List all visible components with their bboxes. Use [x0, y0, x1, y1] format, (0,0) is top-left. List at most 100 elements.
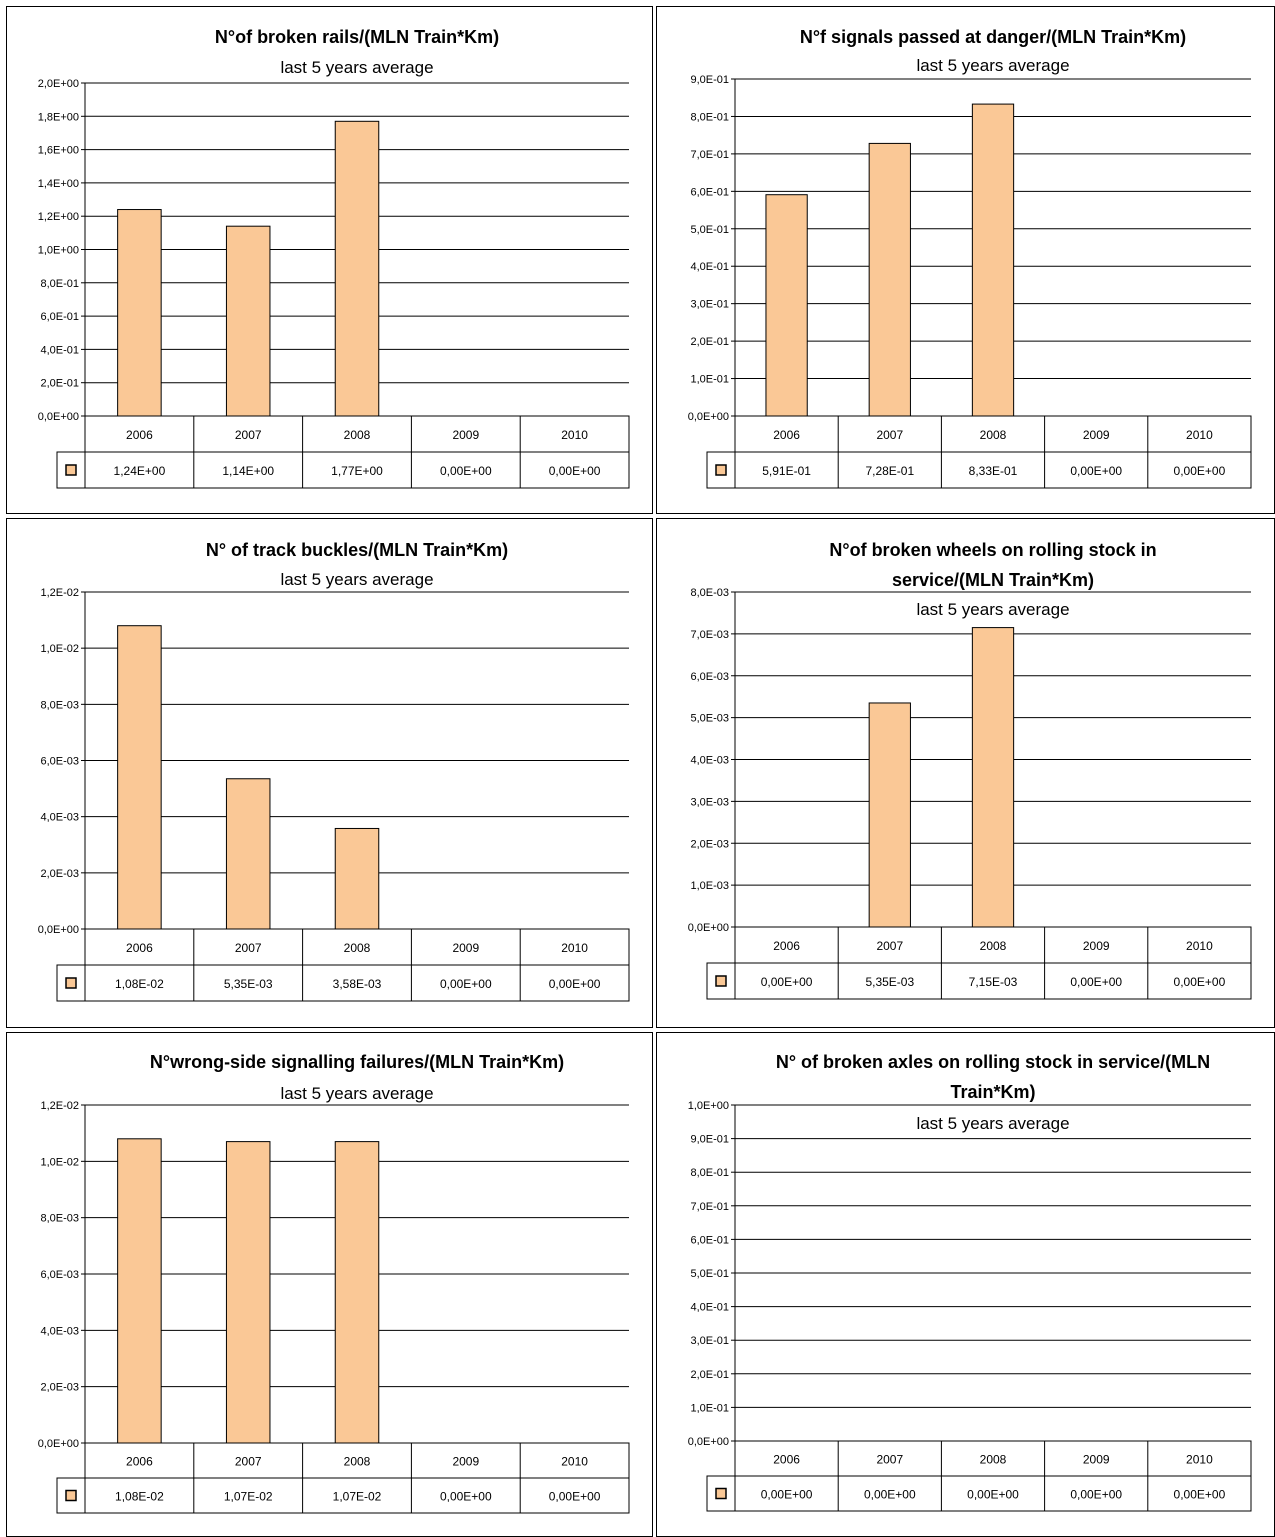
y-tick-label: 9,0E-01 [690, 74, 729, 86]
chart-panel-5: N°wrong-side signalling failures/(MLN Tr… [6, 1032, 653, 1537]
chart-subtitle: last 5 years average [280, 58, 433, 77]
chart-subtitle: last 5 years average [916, 56, 1069, 75]
data-value-label: 0,00E+00 [967, 1488, 1019, 1502]
x-category-label: 2008 [980, 1453, 1007, 1467]
chart-title: N°f signals passed at danger/(MLN Train*… [800, 27, 1186, 47]
legend-cell [56, 1477, 86, 1514]
x-category-label: 2008 [344, 1455, 371, 1469]
x-category-label: 2006 [126, 428, 153, 442]
x-category-label: 2009 [1083, 428, 1110, 442]
bar-2007 [225, 225, 271, 417]
y-tick-label: 1,2E+00 [38, 211, 79, 223]
x-category-label: 2007 [235, 941, 262, 955]
legend-cell [706, 1475, 736, 1512]
bar-2007 [868, 142, 911, 417]
x-category-label: 2010 [561, 1455, 588, 1469]
data-value-label: 1,77E+00 [331, 464, 383, 478]
y-tick-label: 3,0E-01 [690, 299, 729, 311]
chart-title-line-1: N°of broken wheels on rolling stock in [829, 540, 1156, 560]
y-tick-label: 2,0E-01 [690, 1369, 729, 1381]
y-tick-label: 8,0E-03 [40, 699, 79, 711]
y-tick-label: 5,0E-01 [690, 224, 729, 236]
data-value-label: 0,00E+00 [1070, 464, 1122, 478]
legend-swatch [715, 975, 727, 987]
y-tick-label: 2,0E-03 [40, 1382, 79, 1394]
bar-2006 [765, 194, 808, 417]
data-value-label: 0,00E+00 [761, 1488, 813, 1502]
data-value-label: 5,35E-03 [865, 975, 914, 989]
y-tick-label: 6,0E-03 [40, 1269, 79, 1281]
x-category-label: 2010 [561, 941, 588, 955]
x-category-label: 2009 [1083, 1453, 1110, 1467]
x-category-label: 2008 [980, 428, 1007, 442]
legend-cell [56, 964, 86, 1002]
x-category-label: 2006 [126, 941, 153, 955]
legend-swatch [65, 977, 77, 989]
x-category-label: 2010 [1186, 939, 1213, 953]
chart-svg: N° of track buckles/(MLN Train*Km) last 5… [38, 540, 630, 1002]
chart-subtitle: last 5 years average [280, 1084, 433, 1103]
y-tick-label: 1,0E-03 [690, 880, 729, 892]
y-tick-label: 4,0E-03 [40, 812, 79, 824]
y-tick-label: 4,0E-03 [690, 755, 729, 767]
chart-title: N° of track buckles/(MLN Train*Km) [206, 540, 508, 560]
data-value-label: 7,28E-01 [865, 464, 914, 478]
legend-swatch [65, 464, 77, 476]
chart-panel-2: N°f signals passed at danger/(MLN Train*… [656, 6, 1275, 514]
bar-2006 [117, 209, 162, 417]
chart-panel-4: N°of broken wheels on rolling stock in se… [656, 518, 1275, 1028]
y-tick-label: 0,0E+00 [688, 411, 729, 423]
y-tick-label: 7,0E-01 [690, 149, 729, 161]
y-tick-label: 0,0E+00 [38, 1438, 79, 1450]
bar-2008 [971, 627, 1015, 928]
data-value-label: 1,08E-02 [115, 1490, 164, 1504]
y-tick-label: 1,0E-02 [40, 1156, 79, 1168]
legend-cell [706, 962, 736, 1000]
chart-svg: N° of broken axles on rolling stock in s… [688, 1052, 1252, 1512]
y-tick-label: 6,0E-01 [40, 311, 79, 323]
x-category-label: 2009 [452, 941, 479, 955]
bar-2008 [334, 1141, 380, 1444]
y-tick-label: 0,0E+00 [688, 922, 729, 934]
bar-2007 [868, 702, 911, 928]
data-value-label: 1,14E+00 [222, 464, 274, 478]
x-category-label: 2009 [1083, 939, 1110, 953]
y-tick-label: 2,0E-01 [40, 378, 79, 390]
data-value-label: 1,07E-02 [333, 1490, 382, 1504]
data-value-label: 0,00E+00 [440, 977, 492, 991]
y-tick-label: 1,0E+00 [38, 245, 79, 257]
x-category-label: 2008 [344, 941, 371, 955]
data-value-label: 7,15E-03 [969, 975, 1018, 989]
x-category-label: 2007 [235, 428, 262, 442]
y-tick-label: 8,0E-03 [40, 1213, 79, 1225]
data-value-label: 8,33E-01 [969, 464, 1018, 478]
legend-swatch [715, 464, 727, 476]
data-value-label: 0,00E+00 [864, 1488, 916, 1502]
data-value-label: 0,00E+00 [549, 464, 601, 478]
data-value-label: 0,00E+00 [1070, 975, 1122, 989]
chart-svg: N°wrong-side signalling failures/(MLN Tr… [38, 1052, 630, 1514]
bar-2008 [971, 103, 1015, 417]
y-tick-label: 6,0E-01 [690, 1234, 729, 1246]
y-tick-label: 1,2E-02 [40, 587, 79, 599]
chart-subtitle: last 5 years average [280, 570, 433, 589]
y-tick-label: 8,0E-03 [690, 587, 729, 599]
x-category-label: 2007 [876, 1453, 903, 1467]
chart-title: N°wrong-side signalling failures/(MLN Tr… [150, 1052, 564, 1072]
y-tick-label: 4,0E-01 [690, 261, 729, 273]
data-value-label: 0,00E+00 [1174, 975, 1226, 989]
y-tick-label: 5,0E-03 [690, 713, 729, 725]
y-tick-label: 4,0E-01 [690, 1302, 729, 1314]
x-category-label: 2008 [980, 939, 1007, 953]
bar-2006 [117, 1138, 162, 1444]
y-tick-label: 7,0E-03 [690, 629, 729, 641]
y-tick-label: 2,0E-01 [690, 336, 729, 348]
data-value-label: 0,00E+00 [440, 464, 492, 478]
y-tick-label: 6,0E-03 [40, 756, 79, 768]
y-tick-label: 4,0E-01 [40, 344, 79, 356]
y-tick-label: 3,0E-01 [690, 1335, 729, 1347]
data-value-label: 5,91E-01 [762, 464, 811, 478]
data-value-label: 0,00E+00 [549, 977, 601, 991]
y-tick-label: 7,0E-01 [690, 1201, 729, 1213]
y-tick-label: 3,0E-03 [690, 796, 729, 808]
